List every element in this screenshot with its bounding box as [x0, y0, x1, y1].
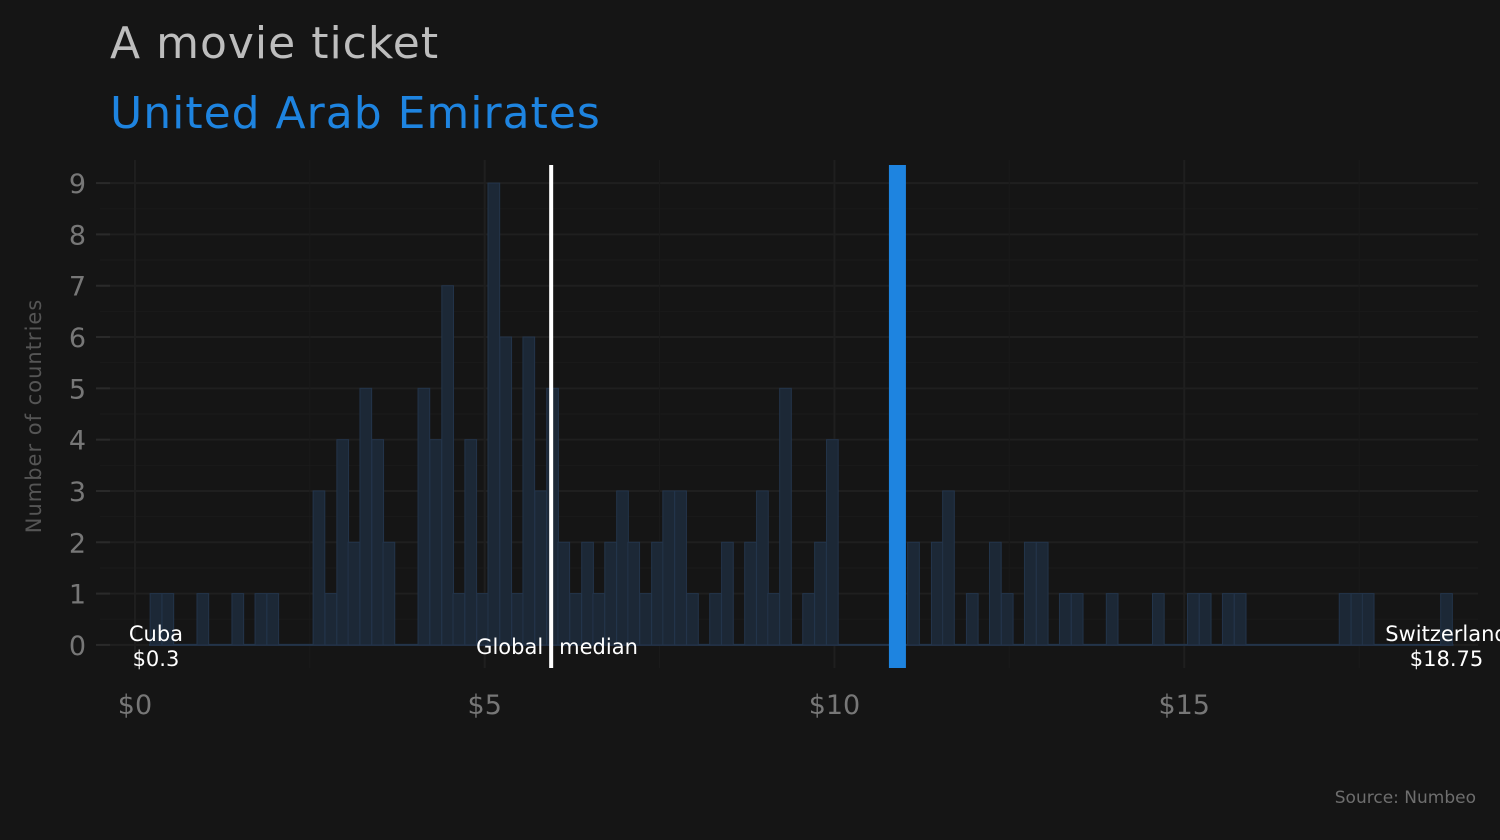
chart-subtitle: United Arab Emirates: [110, 88, 601, 139]
histogram-bar: [1338, 593, 1352, 646]
histogram-bar: [324, 593, 338, 646]
histogram-bar: [336, 439, 350, 646]
x-tick-label: $5: [468, 690, 502, 721]
y-tick-label: 2: [69, 528, 86, 559]
histogram-bar: [1186, 593, 1200, 646]
histogram-bar: [254, 593, 268, 646]
y-axis-ticks: 0 1 2 3 4 5 6 7 8 9: [69, 169, 110, 662]
histogram-bar: [1361, 593, 1375, 646]
histogram-bar: [371, 439, 385, 646]
histogram-bar: [721, 541, 734, 646]
histogram-bars: [148, 182, 1454, 646]
annotation-min-value: $0.3: [133, 647, 180, 671]
median-label-right: median: [559, 635, 638, 659]
histogram-bar: [1035, 541, 1049, 646]
chart-title: A movie ticket: [110, 18, 440, 69]
histogram-bar: [662, 490, 676, 646]
x-axis-ticks: $0 $5 $10 $15: [118, 690, 1210, 721]
histogram-bar: [686, 593, 699, 646]
annotation-min-country: Cuba: [129, 622, 183, 646]
histogram-bar: [826, 439, 839, 646]
histogram-bar: [907, 541, 920, 646]
annotation-max-country: Switzerland: [1385, 622, 1500, 646]
histogram-bar: [1058, 593, 1072, 646]
histogram-bar: [651, 541, 664, 646]
histogram-bar: [312, 490, 326, 646]
histogram-bar: [266, 593, 280, 646]
y-tick-label: 0: [69, 631, 86, 662]
histogram-bar: [359, 387, 373, 646]
histogram-bar: [1105, 593, 1119, 646]
x-tick-label: $10: [809, 690, 861, 721]
y-tick-label: 4: [69, 426, 86, 457]
histogram-bar: [347, 541, 361, 646]
y-tick-label: 5: [69, 374, 86, 405]
histogram-bar: [161, 593, 175, 646]
y-axis-label: Number of countries: [22, 299, 46, 534]
y-tick-label: 6: [69, 323, 86, 354]
histogram-bar: [557, 541, 571, 646]
histogram-bar: [1198, 593, 1212, 646]
histogram-bar: [744, 541, 757, 646]
histogram-bar: [1151, 593, 1165, 646]
histogram-bar: [802, 593, 815, 646]
histogram-bar: [674, 490, 687, 646]
histogram-bar: [942, 490, 955, 646]
histogram-bar: [581, 541, 594, 646]
median-label-left: Global: [476, 635, 543, 659]
y-tick-label: 7: [69, 272, 86, 303]
histogram-bar: [779, 387, 792, 646]
histogram-bar: [767, 593, 780, 646]
histogram-bar: [1440, 593, 1453, 646]
y-tick-label: 3: [69, 477, 86, 508]
histogram-bar: [709, 593, 722, 646]
histogram-bar: [417, 387, 431, 646]
source-caption: Source: Numbeo: [1334, 788, 1476, 808]
histogram-bar: [1000, 593, 1014, 646]
y-tick-label: 9: [69, 169, 86, 200]
histogram-bar: [639, 593, 652, 646]
annotations: Cuba$0.3 Switzerland$18.75 Global median: [129, 622, 1500, 671]
x-tick-label: $15: [1158, 690, 1210, 721]
histogram-bar: [814, 541, 827, 646]
histogram-bar: [1070, 593, 1084, 646]
reference-lines: [549, 165, 906, 668]
global-median-line: [549, 165, 554, 668]
highlight-country-line: [888, 165, 906, 668]
annotation-max-value: $18.75: [1410, 647, 1483, 671]
histogram-bar: [499, 336, 513, 646]
histogram-bar: [756, 490, 769, 646]
histogram-bar: [441, 285, 454, 646]
histogram-bar: [522, 336, 536, 646]
histogram-bar: [196, 593, 210, 646]
histogram-bar: [382, 541, 396, 646]
histogram-bar: [231, 593, 245, 646]
histogram-bar: [616, 490, 629, 646]
histogram-bar: [452, 593, 466, 646]
histogram-bar: [429, 439, 443, 646]
histogram-bar: [487, 182, 501, 646]
histogram-bar: [604, 541, 617, 646]
histogram-bar: [965, 593, 979, 646]
histogram-bar: [464, 439, 478, 646]
histogram-bar: [1233, 593, 1247, 646]
histogram-bar: [1221, 593, 1235, 646]
x-tick-label: $0: [118, 690, 152, 721]
histogram-bar: [989, 541, 1002, 646]
histogram-bar: [627, 541, 641, 646]
y-tick-label: 8: [69, 220, 86, 251]
y-tick-label: 1: [69, 580, 86, 611]
histogram-bar: [1023, 541, 1037, 646]
histogram-bar: [534, 490, 548, 646]
histogram-bar: [930, 541, 944, 646]
histogram-bar: [1350, 593, 1364, 646]
